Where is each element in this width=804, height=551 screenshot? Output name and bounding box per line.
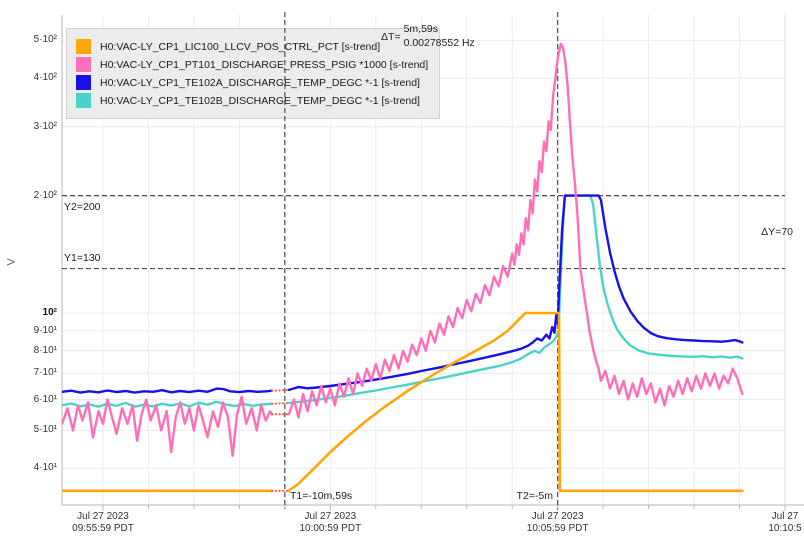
delta-t-value: 5m,59s — [403, 23, 438, 35]
legend-swatch-blue — [76, 75, 91, 90]
cursor-y2-label: Y2=200 — [64, 201, 101, 213]
x-tick-label: Jul 27 2023 09:55:59 PDT — [72, 511, 134, 534]
cursor-y1-label: Y1=130 — [64, 252, 101, 264]
delta-t-label: ΔT= — [381, 31, 401, 43]
series-line-pt101 — [62, 395, 274, 458]
legend-swatch-orange — [76, 39, 91, 54]
gap-segment-te102a — [271, 388, 291, 392]
gap-segment-te102b — [271, 401, 291, 405]
legend-item-lic100[interactable]: H0:VAC-LY_CP1_LIC100_LLCV_POS_CTRL_PCT [… — [76, 39, 428, 54]
series-line-lic100 — [287, 311, 744, 493]
y-tick-label: 8·10¹ — [33, 344, 57, 356]
cursor-t1-label: T1=-10m,59s — [290, 490, 353, 502]
y-tick-label: 10² — [42, 307, 57, 318]
series-line-te102b — [62, 400, 274, 408]
y-axis-title: V — [5, 258, 18, 266]
y-tick-label: 6·10¹ — [33, 393, 57, 405]
legend-item-te102a[interactable]: H0:VAC-LY_CP1_TE102A_DISCHARGE_TEMP_DEGC… — [76, 75, 428, 90]
x-tick-label: Jul 27 10:10:5 — [768, 511, 802, 534]
legend-label: H0:VAC-LY_CP1_TE102A_DISCHARGE_TEMP_DEGC… — [100, 76, 420, 89]
legend-swatch-pink — [76, 57, 91, 72]
x-tick-label: Jul 27 2023 10:00:59 PDT — [299, 511, 362, 534]
delta-y-label: ΔY=70 — [761, 226, 793, 238]
y-tick-label: 4·10¹ — [33, 462, 57, 474]
delta-t-frequency: 0.00278552 Hz — [403, 36, 475, 49]
series-line-te102a — [287, 194, 744, 392]
legend-label: H0:VAC-LY_CP1_LIC100_LLCV_POS_CTRL_PCT [… — [100, 40, 381, 53]
series-line-te102a — [62, 387, 274, 394]
legend-swatch-cyan — [76, 93, 91, 108]
series-line-te102b — [287, 194, 744, 405]
delta-t-annotation: ΔT= 5m,59s 0.00278552 Hz — [381, 23, 475, 50]
legend-label: H0:VAC-LY_CP1_TE102B_DISCHARGE_TEMP_DEGC… — [100, 94, 420, 107]
y-tick-label: 9·10¹ — [33, 324, 57, 336]
cursor-t2-label: T2=-5m — [516, 490, 553, 502]
y-tick-label: 5·10¹ — [33, 424, 57, 436]
legend-label: H0:VAC-LY_CP1_PT101_DISCHARGE_PRESS_PSIG… — [100, 58, 429, 71]
legend-item-pt101[interactable]: H0:VAC-LY_CP1_PT101_DISCHARGE_PRESS_PSIG… — [76, 57, 428, 72]
y-tick-label: 2·10² — [33, 189, 57, 201]
x-tick-label: Jul 27 2023 10:05:59 PDT — [526, 511, 589, 534]
y-tick-label: 7·10¹ — [33, 367, 57, 379]
y-tick-label: 5·10² — [33, 34, 57, 46]
y-tick-label: 3·10² — [33, 120, 57, 132]
legend-item-te102b[interactable]: H0:VAC-LY_CP1_TE102B_DISCHARGE_TEMP_DEGC… — [76, 93, 428, 108]
y-tick-label: 4·10² — [33, 72, 57, 84]
